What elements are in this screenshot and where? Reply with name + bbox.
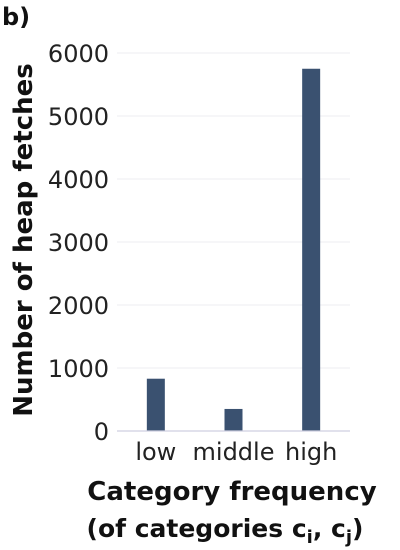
x-tick-labels: low middle high <box>135 438 337 466</box>
x-axis-subtitle: (of categories ci, cj) <box>87 514 364 548</box>
y-tick-labels: 0 1000 2000 3000 4000 5000 6000 <box>48 40 109 446</box>
y-tick-label-1000: 1000 <box>48 355 109 383</box>
y-tick-label-3000: 3000 <box>48 229 109 257</box>
x-axis-subtitle-prefix: (of categories c <box>87 514 307 543</box>
y-tick-label-4000: 4000 <box>48 166 109 194</box>
y-tick-label-6000: 6000 <box>48 40 109 68</box>
x-axis-subtitle-suffix: ) <box>352 514 363 543</box>
y-tick-label-5000: 5000 <box>48 103 109 131</box>
y-tick-label-0: 0 <box>94 418 109 446</box>
x-axis-subtitle-sub-j: j <box>345 527 352 548</box>
panel-label: b) <box>2 3 30 31</box>
x-tick-label-low: low <box>135 438 176 466</box>
x-tick-label-high: high <box>285 438 337 466</box>
x-tick-label-middle: middle <box>193 438 275 466</box>
x-axis-title: Category frequency <box>87 477 376 507</box>
bar-middle <box>224 408 243 431</box>
x-axis-subtitle-sep: , c <box>313 514 346 543</box>
bar-low <box>146 378 165 431</box>
x-axis-subtitle-sub-i: i <box>307 527 313 548</box>
bars <box>146 68 321 431</box>
y-axis-title: Number of heap fetches <box>9 63 39 416</box>
bar-high <box>302 68 321 431</box>
y-tick-label-2000: 2000 <box>48 292 109 320</box>
